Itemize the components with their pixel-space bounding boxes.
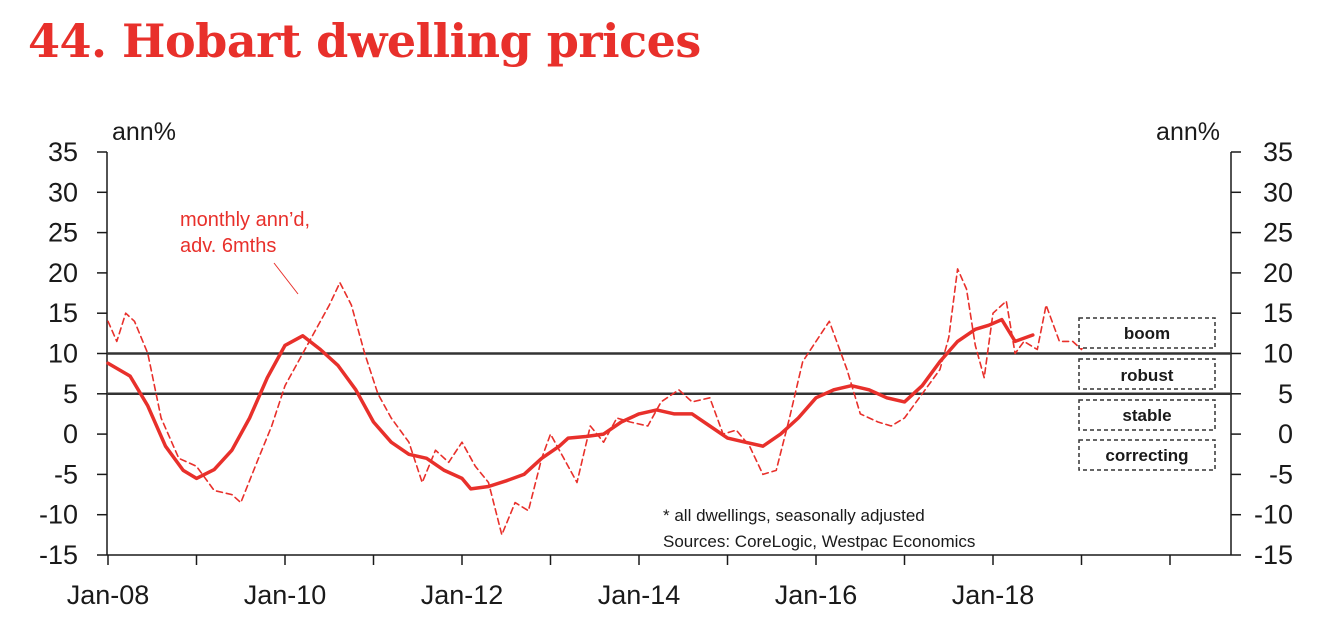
zone-boom-label: boom (1124, 324, 1170, 343)
right-axis-unit: ann% (1156, 118, 1220, 146)
y-tick-label-right: 20 (1263, 258, 1293, 288)
y-tick-labels-left: 35 30 25 20 15 10 5 0 -5 -10 -15 (39, 137, 78, 570)
zone-robust: robust (1078, 358, 1216, 390)
y-tick-label-left: 20 (48, 258, 78, 288)
series-layer (106, 268, 1096, 536)
footnote: * all dwellings, seasonally adjusted (663, 506, 925, 525)
y-tick-labels-right: 35 30 25 20 15 10 5 0 -5 -10 -15 (1254, 137, 1293, 570)
y-tick-label-left: -10 (39, 500, 78, 530)
x-tick-label: Jan-12 (421, 580, 504, 610)
y-tick-marks (97, 151, 1241, 556)
x-tick-label: Jan-16 (775, 580, 858, 610)
y-tick-label-left: -5 (54, 459, 78, 489)
x-ticks: Jan-08 Jan-10 Jan-12 Jan-14 Jan-16 Jan-18 (67, 555, 1171, 610)
y-tick-label-right: 5 (1278, 379, 1293, 409)
y-tick-label-right: 30 (1263, 177, 1293, 207)
y-tick-label-left: 25 (48, 218, 78, 248)
series-line-annual (106, 317, 1035, 491)
zone-stable: stable (1078, 399, 1216, 431)
reference-lines (107, 352, 1231, 396)
sources-note: Sources: CoreLogic, Westpac Economics (663, 532, 975, 551)
y-tick-label-right: -15 (1254, 540, 1293, 570)
y-tick-label-right: 15 (1263, 298, 1293, 328)
zone-robust-label: robust (1121, 366, 1174, 385)
series-line-monthly-annualised (107, 268, 1096, 536)
x-tick-label: Jan-18 (952, 580, 1035, 610)
zone-correcting-label: correcting (1105, 446, 1188, 465)
y-tick-label-left: 0 (63, 419, 78, 449)
zone-stable-label: stable (1122, 406, 1171, 425)
y-tick-label-right: 0 (1278, 419, 1293, 449)
zone-boom: boom (1078, 317, 1216, 349)
y-tick-label-right: -10 (1254, 500, 1293, 530)
chart-title: 44. Hobart dwelling prices (28, 14, 701, 68)
y-tick-label-left: 5 (63, 379, 78, 409)
series-label-line1: monthly ann’d, (180, 209, 310, 231)
y-tick-label-right: 25 (1263, 218, 1293, 248)
y-tick-label-left: 10 (48, 339, 78, 369)
y-tick-label-right: 10 (1263, 339, 1293, 369)
y-tick-label-left: 15 (48, 298, 78, 328)
x-tick-label: Jan-08 (67, 580, 150, 610)
y-tick-label-right: 35 (1263, 137, 1293, 167)
zone-correcting: correcting (1078, 439, 1216, 471)
y-tick-label-right: -5 (1269, 459, 1293, 489)
x-tick-label: Jan-10 (244, 580, 327, 610)
y-tick-label-left: 30 (48, 177, 78, 207)
x-tick-label: Jan-14 (598, 580, 681, 610)
y-tick-label-left: 35 (48, 137, 78, 167)
annotation-pointer (273, 262, 299, 295)
y-tick-label-left: -15 (39, 540, 78, 570)
left-axis-unit: ann% (112, 118, 176, 146)
series-label-line2: adv. 6mths (180, 235, 276, 257)
